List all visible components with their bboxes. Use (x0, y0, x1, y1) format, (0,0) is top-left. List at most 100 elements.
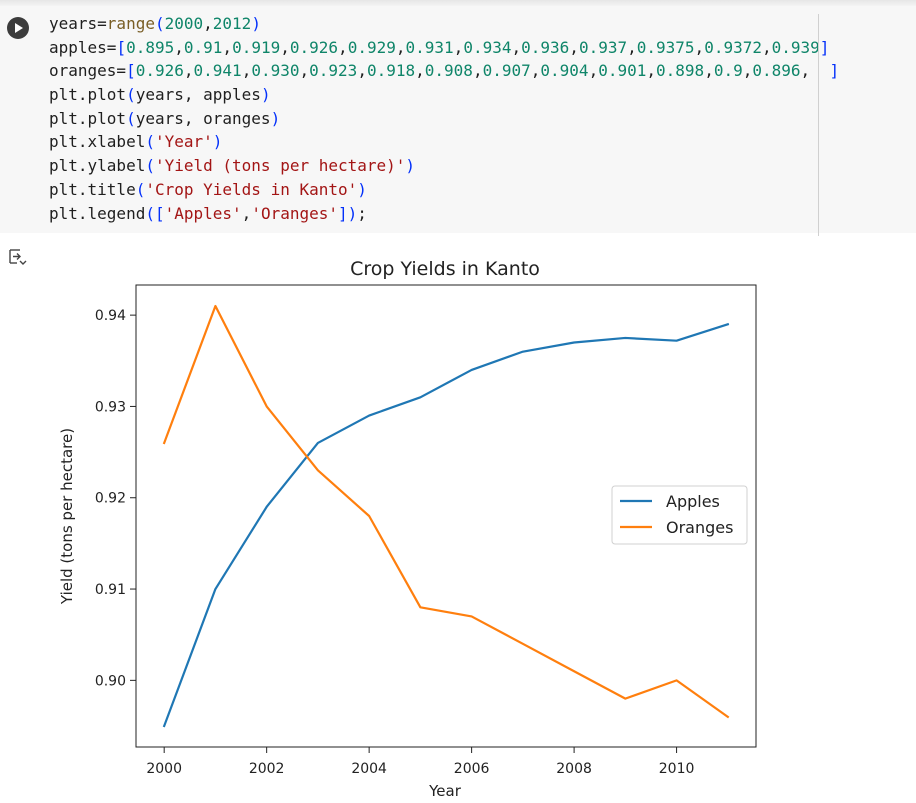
code-token: 0.930 (251, 61, 300, 81)
code-token: , (588, 61, 599, 81)
x-tick-label: 2010 (659, 761, 695, 777)
code-token: 0.9 (713, 61, 743, 81)
code-token: , (646, 61, 657, 81)
code-line: plt.plot(years, oranges) (49, 107, 839, 131)
y-tick-label: 0.93 (95, 399, 126, 415)
code-token: ) (347, 203, 358, 223)
x-tick-label: 2008 (556, 761, 592, 777)
code-token: years, apples (135, 85, 261, 105)
code-token: apples= (49, 37, 117, 57)
series-line-apples (162, 322, 730, 728)
code-token: , (511, 37, 522, 57)
code-token: 0.926 (135, 61, 184, 81)
code-token: ) (212, 132, 223, 152)
code-token: 0.934 (463, 37, 512, 57)
code-token: range (106, 14, 155, 33)
code-token: 'Oranges' (251, 203, 339, 223)
code-token: , (415, 61, 425, 81)
code-token: , (800, 61, 830, 81)
x-tick-label: 2002 (249, 761, 285, 777)
code-token: 'Crop Yields in Kanto' (145, 179, 358, 199)
code-token: 0.936 (521, 37, 570, 57)
code-token: [ (154, 203, 165, 223)
code-token: , (174, 37, 184, 57)
code-token: oranges= (49, 61, 127, 81)
code-token: , (694, 37, 705, 57)
code-token: , (241, 203, 252, 223)
code-token: , (453, 37, 464, 57)
code-token: ( (145, 203, 155, 223)
code-token: 0.918 (366, 61, 416, 81)
code-token: , (338, 37, 348, 57)
code-token: , (357, 61, 367, 81)
output-collapse-icon[interactable] (7, 246, 27, 268)
y-axis-label: Yield (tons per hectare) (58, 428, 76, 605)
code-token: , (183, 61, 194, 81)
code-token: years= (49, 14, 107, 33)
code-token: plt.legend (49, 203, 146, 223)
code-token: plt.ylabel (49, 156, 146, 176)
code-token: ] (829, 61, 840, 81)
legend-label-apples: Apples (666, 492, 720, 511)
code-token: 0.9372 (704, 37, 762, 57)
plot-frame (135, 284, 757, 748)
code-token: 0.919 (232, 37, 281, 57)
code-token: 2000 (164, 14, 204, 33)
code-token: , (627, 37, 637, 57)
code-token: plt.xlabel (49, 132, 146, 152)
chart-title: Crop Yields in Kanto (350, 258, 540, 280)
code-token: , (241, 61, 252, 81)
code-token: ( (135, 179, 146, 199)
code-token: plt.plot (49, 108, 127, 128)
code-token: 0.904 (540, 61, 589, 81)
code-token: ( (145, 156, 155, 176)
y-tick-label: 0.90 (95, 673, 126, 689)
code-token: 0.941 (193, 61, 242, 81)
code-token: , (222, 37, 233, 57)
code-token: ) (260, 85, 271, 105)
code-cell[interactable]: years=range(2000,2012) apples=[0.895,0.91… (0, 6, 916, 236)
code-token: , (299, 61, 310, 81)
code-token: , (395, 37, 406, 57)
code-token: plt.title (49, 179, 136, 199)
line-chart: Crop Yields in Kanto Year Yield (tons pe… (58, 258, 757, 800)
code-token: 0.931 (405, 37, 454, 57)
code-token: 'Apples' (164, 203, 242, 223)
code-token: 0.926 (289, 37, 339, 57)
code-token: , (472, 61, 483, 81)
code-token: ; (357, 203, 367, 223)
run-cell-button[interactable] (7, 17, 29, 39)
code-token: 0.9375 (636, 37, 695, 57)
y-tick-label: 0.91 (95, 582, 126, 598)
legend-label-oranges: Oranges (666, 518, 733, 537)
series-line-oranges (162, 304, 730, 719)
code-line: plt.title('Crop Yields in Kanto') (49, 178, 839, 202)
code-token: 'Yield (tons per hectare)' (154, 156, 406, 176)
code-line: plt.xlabel('Year') (49, 130, 839, 154)
y-tick-label: 0.94 (95, 308, 126, 324)
code-token: 0.91 (183, 37, 223, 57)
code-token: 0.923 (309, 61, 358, 81)
code-token: , (704, 61, 714, 81)
code-token: ) (270, 108, 281, 128)
code-token: years, oranges (135, 108, 271, 128)
code-token: [ (126, 61, 136, 81)
code-token: ( (145, 132, 155, 152)
code-token: 0.929 (347, 37, 396, 57)
code-token: , (203, 14, 213, 33)
code-token: 0.937 (578, 37, 628, 57)
code-token: ) (405, 156, 416, 176)
code-line: plt.ylabel('Yield (tons per hectare)') (49, 154, 839, 178)
code-token: ] (819, 37, 830, 57)
code-line: years=range(2000,2012) (49, 12, 839, 36)
editor-ruler (818, 14, 819, 236)
code-editor[interactable]: years=range(2000,2012) apples=[0.895,0.91… (49, 12, 839, 225)
code-token: [ (116, 37, 127, 57)
code-token: 0.896 (752, 61, 801, 81)
play-icon (15, 23, 23, 33)
code-token: 0.908 (424, 61, 473, 81)
code-token: 0.939 (771, 37, 820, 57)
x-tick-label: 2006 (454, 761, 490, 777)
x-tick-label: 2000 (146, 761, 182, 777)
code-token: 'Year' (154, 132, 213, 152)
